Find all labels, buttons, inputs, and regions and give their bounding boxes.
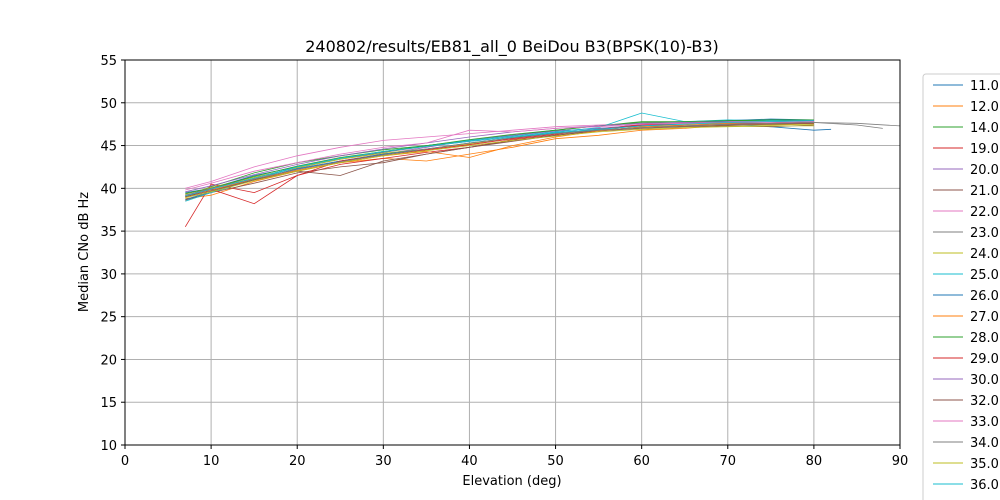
x-tick-label: 90: [892, 454, 909, 469]
legend-label-19.0: 19.0: [970, 142, 999, 157]
y-tick-label: 20: [100, 353, 117, 368]
legend-box: [922, 73, 1000, 500]
legend-label-24.0: 24.0: [970, 247, 999, 262]
y-axis-ticks: 10 15 20 25 30 35 40 45 50 55: [100, 54, 125, 454]
series-line-21.0: [185, 124, 814, 201]
legend-label-25.0: 25.0: [970, 268, 999, 283]
legend-label-33.0: 33.0: [970, 415, 999, 430]
legend-label-32.0: 32.0: [970, 394, 999, 409]
y-tick-label: 30: [100, 268, 117, 283]
y-axis-label: Median CNo dB Hz: [77, 192, 92, 312]
x-tick-label: 60: [633, 454, 650, 469]
y-tick-label: 35: [100, 225, 117, 240]
series-line-30.0: [185, 120, 814, 193]
x-tick-label: 80: [806, 454, 823, 469]
legend: 11.0 12.0 14.0 19.0 20.0 21.0 22.0 23.0 24.0 25.0…: [922, 73, 1000, 500]
legend-label-27.0: 27.0: [970, 310, 999, 325]
series-line-34.0: [185, 122, 883, 196]
legend-label-36.0: 36.0: [970, 478, 999, 493]
y-tick-label: 40: [100, 182, 117, 197]
legend-label-21.0: 21.0: [970, 184, 999, 199]
y-tick-label: 45: [100, 140, 117, 155]
legend-label-22.0: 22.0: [970, 205, 999, 220]
series-line-33.0: [185, 121, 814, 191]
legend-label-28.0: 28.0: [970, 331, 999, 346]
x-tick-label: 70: [720, 454, 737, 469]
series-line-36.0: [185, 120, 814, 197]
legend-label-11.0: 11.0: [970, 79, 999, 94]
legend-label-14.0: 14.0: [970, 121, 999, 136]
y-tick-label: 50: [100, 97, 117, 112]
legend-label-12.0: 12.0: [970, 100, 999, 115]
series-line-28.0: [185, 119, 814, 194]
legend-label-34.0: 34.0: [970, 436, 999, 451]
series-line-27.0: [185, 122, 814, 197]
legend-label-23.0: 23.0: [970, 226, 999, 241]
y-tick-label: 25: [100, 311, 117, 326]
plot-frame: [124, 59, 901, 446]
plot-lines: [184, 112, 901, 228]
legend-label-35.0: 35.0: [970, 457, 999, 472]
x-tick-label: 20: [289, 454, 306, 469]
x-tick-label: 40: [461, 454, 478, 469]
legend-label-26.0: 26.0: [970, 289, 999, 304]
x-axis-ticks: 0 10 20 30 40 50 60 70 80 90: [121, 445, 908, 469]
y-tick-label: 15: [100, 396, 117, 411]
series-line-35.0: [185, 125, 814, 199]
x-axis-label: Elevation (deg): [462, 474, 561, 489]
legend-label-20.0: 20.0: [970, 163, 999, 178]
y-tick-label: 10: [100, 439, 117, 454]
chart-title: 240802/results/EB81_all_0 BeiDou B3(BPSK…: [305, 37, 719, 57]
x-tick-label: 10: [203, 454, 220, 469]
x-tick-label: 30: [375, 454, 392, 469]
y-tick-label: 55: [100, 54, 117, 69]
x-tick-label: 0: [121, 454, 129, 469]
legend-label-29.0: 29.0: [970, 352, 999, 367]
legend-label-30.0: 30.0: [970, 373, 999, 388]
x-tick-label: 50: [547, 454, 564, 469]
